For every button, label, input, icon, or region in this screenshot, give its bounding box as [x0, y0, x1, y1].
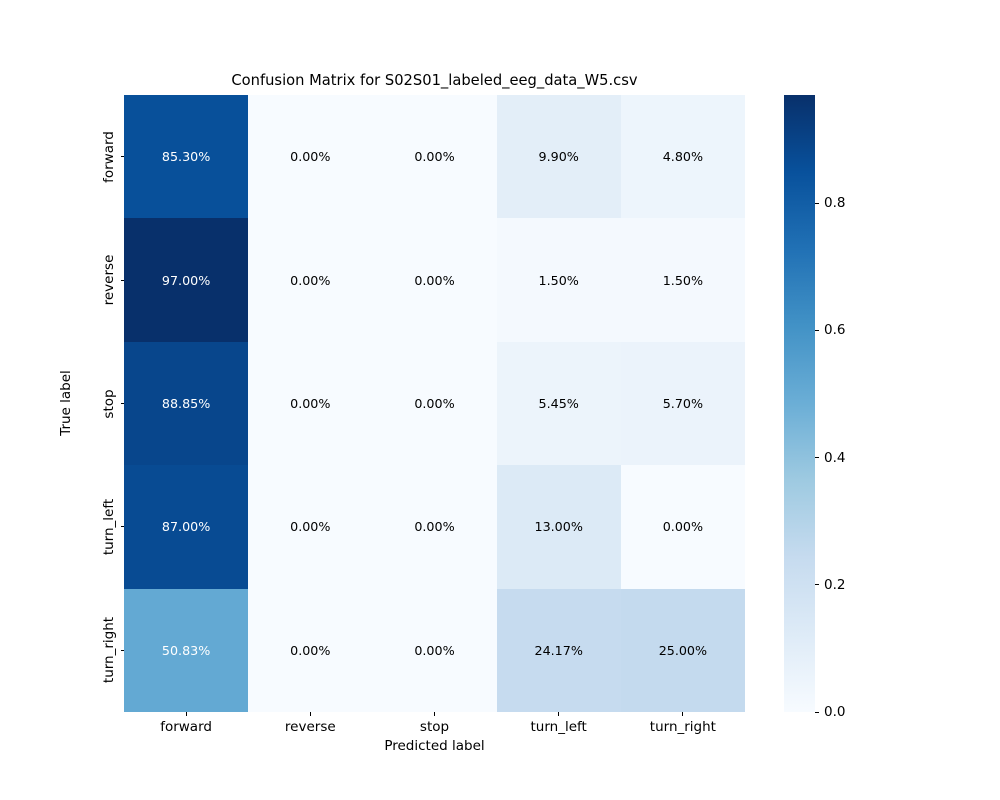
tick-mark — [120, 649, 124, 651]
cell-value: 0.00% — [414, 642, 455, 658]
tick-mark — [185, 712, 187, 716]
heatmap-cell: 5.70% — [620, 341, 745, 466]
x-tick-label: forward — [160, 719, 212, 735]
cell-value: 85.30% — [161, 149, 211, 165]
heatmap-cell: 0.00% — [372, 588, 497, 712]
heatmap-cell: 0.00% — [248, 588, 373, 712]
heatmap-cell: 0.00% — [372, 465, 497, 589]
cell-value: 5.70% — [662, 395, 704, 411]
cell-value: 0.00% — [414, 519, 455, 535]
x-tick-label: reverse — [284, 719, 336, 735]
cell-value: 0.00% — [414, 149, 455, 165]
heatmap-cell: 85.30% — [124, 95, 249, 219]
tick-mark — [815, 457, 819, 459]
cell-value: 0.00% — [662, 519, 704, 535]
y-tick-label: turn_left — [101, 498, 117, 556]
colorbar-tick-label: 0.2 — [824, 576, 846, 593]
y-axis-label: True label — [58, 370, 74, 436]
tick-mark — [120, 156, 124, 158]
y-tick-label: forward — [101, 130, 117, 183]
colorbar-tick-label: 0.4 — [824, 449, 846, 466]
colorbar-tick-label: 0.8 — [824, 195, 846, 212]
heatmap-cell: 25.00% — [620, 588, 745, 712]
tick-mark — [120, 403, 124, 404]
tick-mark — [120, 526, 124, 528]
tick-mark — [309, 712, 311, 716]
heatmap-cell: 0.00% — [620, 465, 745, 589]
heatmap-cell: 1.50% — [620, 218, 745, 342]
x-axis-label: Predicted label — [384, 738, 485, 754]
tick-mark — [815, 711, 819, 713]
cell-value: 0.00% — [414, 272, 455, 288]
tick-mark — [434, 712, 435, 716]
colorbar-tick-label: 0.0 — [824, 704, 846, 720]
heatmap-cell: 0.00% — [248, 218, 373, 342]
x-tick-label: turn_left — [530, 719, 587, 735]
x-tick-label: turn_right — [649, 719, 716, 735]
heatmap-cell: 88.85% — [124, 341, 249, 466]
heatmap-cell: 0.00% — [248, 95, 373, 219]
cell-value: 24.17% — [534, 642, 583, 658]
heatmap-cell: 1.50% — [496, 218, 621, 342]
cell-value: 97.00% — [161, 272, 211, 288]
cell-value: 0.00% — [290, 395, 331, 411]
cell-value: 25.00% — [658, 642, 708, 658]
cell-value: 4.80% — [662, 149, 704, 165]
cell-value: 50.83% — [161, 642, 211, 658]
y-tick-label: reverse — [101, 254, 117, 306]
colorbar-tick-label: 0.6 — [824, 322, 846, 339]
heatmap-cell: 50.83% — [124, 588, 249, 712]
cell-value: 1.50% — [662, 272, 704, 288]
heatmap-cell: 4.80% — [620, 95, 745, 219]
chart-title: Confusion Matrix for S02S01_labeled_eeg_… — [231, 72, 638, 89]
cell-value: 0.00% — [290, 149, 331, 165]
heatmap: 85.30% 0.00% 0.00% 9.90% 4.80% 97.00% 0.00% 0.0… — [124, 95, 745, 712]
heatmap-cell: 87.00% — [124, 465, 249, 589]
cell-value: 9.90% — [538, 149, 579, 165]
cell-value: 1.50% — [538, 272, 579, 288]
heatmap-cell: 97.00% — [124, 218, 249, 342]
y-tick-label: stop — [101, 388, 117, 419]
cell-value: 88.85% — [161, 395, 211, 411]
heatmap-cell: 24.17% — [496, 588, 621, 712]
tick-mark — [120, 279, 124, 281]
heatmap-cell: 5.45% — [496, 341, 621, 466]
heatmap-cell: 9.90% — [496, 95, 621, 219]
heatmap-cell: 0.00% — [248, 465, 373, 589]
y-tick-label: turn_right — [101, 617, 117, 684]
cell-value: 0.00% — [290, 519, 331, 535]
cell-value: 5.45% — [538, 395, 579, 411]
tick-mark — [815, 584, 819, 586]
tick-mark — [815, 329, 819, 331]
colorbar — [784, 95, 815, 712]
heatmap-cell: 0.00% — [372, 341, 497, 466]
cell-value: 0.00% — [290, 642, 331, 658]
tick-mark — [558, 712, 560, 716]
cell-value: 87.00% — [161, 519, 211, 535]
x-tick-label: stop — [419, 719, 450, 735]
heatmap-cell: 13.00% — [496, 465, 621, 589]
cell-value: 13.00% — [534, 519, 583, 535]
heatmap-cell: 0.00% — [372, 218, 497, 342]
cell-value: 0.00% — [290, 272, 331, 288]
tick-mark — [815, 202, 819, 204]
heatmap-cell: 0.00% — [248, 341, 373, 466]
heatmap-cell: 0.00% — [372, 95, 497, 219]
cell-value: 0.00% — [414, 395, 455, 411]
tick-mark — [682, 712, 684, 716]
